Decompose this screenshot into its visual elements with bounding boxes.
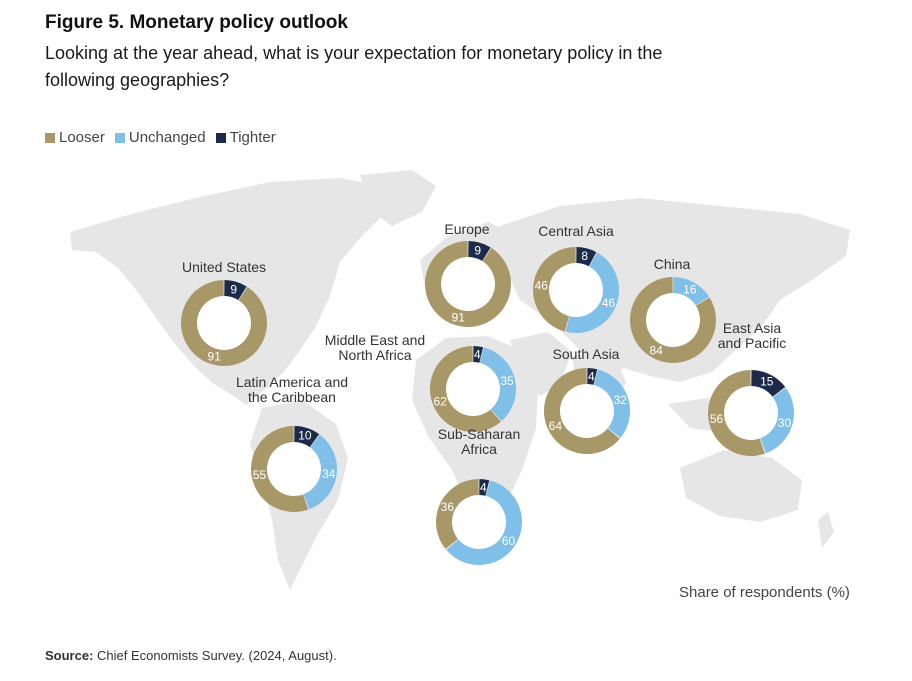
donuts: 9 91 United States 9 91 Europe 8 46 46 Central As… (180, 221, 794, 565)
donut-slice-east-asia-and-pacific-looser (708, 370, 766, 456)
donut-slice-central-asia-unchanged (565, 252, 620, 334)
chart-subtitle: Looking at the year ahead, what is your … (45, 43, 663, 90)
region-label-latin-america-and-the-caribbean: Latin America and the Caribbean (236, 374, 348, 405)
region-label-europe: Europe (444, 221, 489, 237)
legend-label-unchanged: Unchanged (128, 129, 206, 146)
donut-slice-central-asia-tighter (576, 247, 597, 267)
legend-swatch-looser (45, 132, 55, 143)
donut-slice-europe-looser (425, 241, 512, 327)
donut-slice-middle-east-and-north-africa-looser (429, 346, 501, 432)
donut-slice-china-looser (629, 277, 716, 363)
region-label-sub-saharan-africa: Sub-Saharan Africa (438, 426, 521, 457)
legend-item-unchanged: Unchanged (114, 129, 206, 146)
donut-label-europe-tighter: 9 (474, 243, 481, 257)
unit-note: Share of respondents (%) (679, 584, 850, 601)
region-label-china: China (654, 256, 691, 272)
donut-label-south-asia-tighter: 4 (588, 369, 595, 383)
donut-slice-europe-tighter (468, 241, 491, 262)
region-label-south-asia: South Asia (553, 346, 620, 362)
donut-slice-east-asia-and-pacific-tighter (751, 370, 786, 397)
donut-hole-sub-saharan-africa (452, 495, 506, 549)
donut-label-sub-saharan-africa-tighter: 4 (480, 480, 487, 494)
legend-swatch-unchanged (114, 132, 125, 143)
donut-label-china-unchanged: 16 (683, 282, 697, 296)
map-middle-east (510, 332, 572, 396)
donut-label-east-asia-and-pacific-unchanged: 30 (778, 416, 792, 430)
donut-label-latin-america-and-the-caribbean-looser: 55 (253, 468, 267, 482)
donut-slice-latin-america-and-the-caribbean-looser (250, 426, 309, 512)
map-new-zealand (818, 512, 834, 548)
donut-hole-latin-america-and-the-caribbean (267, 442, 321, 496)
donut-label-central-asia-looser: 46 (535, 279, 549, 293)
donut-label-south-asia-looser: 64 (549, 419, 563, 433)
source-label: Source: (45, 648, 94, 663)
region-label-central-asia: Central Asia (538, 223, 614, 239)
donut-label-sub-saharan-africa-unchanged: 60 (502, 534, 516, 548)
donut-label-east-asia-and-pacific-looser: 56 (710, 412, 724, 426)
legend-label-looser: Looser (59, 129, 105, 146)
map-australia (680, 450, 802, 522)
legend: Looser Unchanged Tighter (45, 129, 276, 146)
map-greenland (360, 170, 436, 226)
donut-hole-south-asia (560, 384, 614, 438)
donut-slice-latin-america-and-the-caribbean-unchanged (303, 434, 337, 510)
donut-hole-china (646, 293, 700, 347)
donut-hole-east-asia-and-pacific (724, 386, 778, 440)
donut-hole-central-asia (549, 263, 603, 317)
donut-label-middle-east-and-north-africa-unchanged: 35 (500, 374, 514, 388)
donut-slice-south-asia-unchanged (593, 369, 630, 439)
region-label-united-states: United States (182, 259, 266, 275)
donut-label-central-asia-tighter: 8 (581, 249, 588, 263)
chart-title: Figure 5. Monetary policy outlook (45, 12, 348, 33)
donut-slice-central-asia-looser (533, 247, 576, 332)
legend-item-tighter: Tighter (215, 129, 276, 146)
donut-label-latin-america-and-the-caribbean-unchanged: 34 (322, 467, 336, 481)
donut-slice-sub-saharan-africa-looser (436, 479, 479, 550)
donut-label-china-looser: 84 (649, 344, 663, 358)
donut-hole-middle-east-and-north-africa (446, 362, 500, 416)
donut-label-middle-east-and-north-africa-tighter: 4 (474, 347, 481, 361)
donut-label-south-asia-unchanged: 32 (614, 393, 628, 407)
donut-hole-united-states (197, 296, 251, 350)
donut-label-europe-looser: 91 (452, 311, 466, 325)
donut-slice-united-states-looser (180, 280, 267, 366)
donut-label-united-states-tighter: 9 (230, 282, 237, 296)
region-label-middle-east-and-north-africa: Middle East and North Africa (325, 332, 425, 363)
legend-item-looser: Looser (45, 129, 105, 146)
donut-slice-united-states-tighter (224, 280, 247, 301)
donut-slice-middle-east-and-north-africa-unchanged (479, 347, 516, 422)
donut-hole-europe (441, 257, 495, 311)
donut-slice-latin-america-and-the-caribbean-tighter (294, 426, 320, 448)
donut-slice-sub-saharan-africa-tighter (479, 479, 490, 496)
donut-slice-south-asia-looser (543, 368, 620, 454)
donut-slice-middle-east-and-north-africa-tighter (473, 346, 484, 363)
donut-slice-sub-saharan-africa-unchanged (446, 480, 522, 565)
donut-slice-east-asia-and-pacific-unchanged (760, 387, 794, 454)
donut-slice-south-asia-tighter (587, 368, 598, 385)
donut-label-middle-east-and-north-africa-looser: 62 (434, 394, 448, 408)
donut-label-united-states-looser: 91 (208, 350, 222, 364)
legend-label-tighter: Tighter (229, 129, 276, 146)
source-note: Source: Chief Economists Survey. (2024, … (45, 648, 337, 663)
region-label-east-asia-and-pacific: East Asia and Pacific (718, 320, 786, 351)
donut-label-central-asia-unchanged: 46 (602, 296, 616, 310)
donut-label-latin-america-and-the-caribbean-tighter: 10 (298, 429, 312, 443)
source-text: Chief Economists Survey. (2024, August). (97, 648, 337, 663)
donut-slice-china-unchanged (673, 277, 710, 306)
donut-label-east-asia-and-pacific-tighter: 15 (760, 375, 774, 389)
legend-swatch-tighter (215, 132, 226, 143)
donut-label-sub-saharan-africa-looser: 36 (441, 500, 455, 514)
